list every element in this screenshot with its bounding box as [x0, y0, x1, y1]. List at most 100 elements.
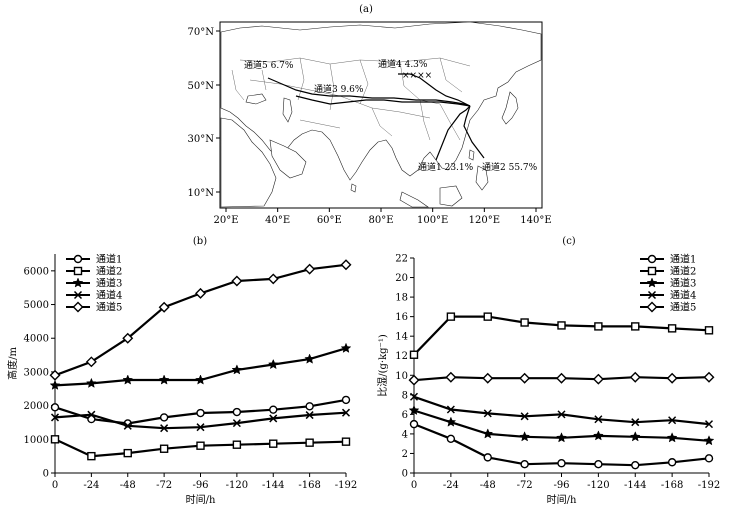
data-point-circle: [667, 458, 677, 467]
y-tick-label: 14: [395, 332, 408, 343]
data-point-circle: [50, 403, 60, 412]
y-tick-label: 5000: [24, 300, 49, 311]
sumatra-island: [399, 191, 429, 208]
map-lat-tick-label: 50°N: [188, 81, 215, 92]
y-axis-title: 高度/m: [6, 347, 19, 380]
data-point-star: [519, 431, 531, 442]
data-point-x: [409, 392, 419, 401]
data-point-diamond: [666, 372, 678, 384]
map-coastlines: [220, 21, 542, 208]
y-tick-label: 20: [395, 273, 408, 284]
chart-c-specific-humidity: 0 -24 -48 -72 -96 -120 -144 -168 -192 0 2 4 6 8 10 12 14…: [377, 253, 720, 507]
data-point-diamond: [49, 369, 61, 381]
legend-label: 通道3: [670, 277, 696, 290]
data-point-square: [159, 444, 169, 453]
data-point-square: [483, 312, 492, 321]
data-point-square: [647, 266, 657, 276]
data-point-diamond: [158, 301, 170, 313]
data-point-star: [72, 277, 84, 288]
data-point-square: [520, 318, 529, 327]
country-borders: [231, 57, 471, 141]
x-tick-label: -24: [83, 480, 99, 491]
y-tick-label: 12: [395, 351, 408, 362]
y-tick-label: 1000: [24, 435, 49, 446]
series-3: [49, 342, 352, 390]
y-tick-label: 4: [402, 429, 408, 440]
x-tick-label: -192: [335, 480, 357, 491]
map-lon-tick-label: 60°E: [317, 215, 342, 226]
x-tick-label: -72: [517, 480, 533, 491]
data-point-x: [446, 405, 455, 414]
trajectory-channel-2: [463, 105, 485, 159]
data-point-x: [557, 410, 566, 419]
y-tick-label: 6: [402, 410, 408, 421]
data-point-star: [556, 432, 567, 443]
data-point-circle: [704, 454, 714, 463]
x-axis-title: 时间/h: [547, 493, 577, 506]
data-point-square: [594, 322, 603, 331]
legend-label: 通道5: [96, 301, 122, 314]
data-point-x: [704, 420, 714, 429]
data-point-diamond: [519, 372, 531, 384]
y-axis-title: 比湿/(g·kg⁻¹): [377, 334, 389, 397]
series-4: [409, 392, 714, 429]
trajectory-channel-3: [295, 95, 471, 107]
series-2: [50, 435, 351, 461]
x-tick-label: 0: [52, 480, 58, 491]
data-point-x: [341, 408, 351, 417]
panel-c-label: (c): [562, 236, 576, 247]
data-point-diamond: [703, 371, 715, 383]
data-point-x: [631, 418, 640, 427]
map-lon-tick-label: 120°E: [469, 215, 500, 226]
series-3: [408, 404, 715, 446]
chart-b-height: 0 -24 -48 -72 -96 -120 -144 -168 -192 0 1000 2000 30…: [6, 253, 357, 507]
data-point-star: [304, 353, 316, 364]
y-tick-label: 8: [402, 390, 408, 401]
data-point-square: [631, 322, 640, 331]
map-lon-tick-label: 40°E: [265, 215, 290, 226]
y-tick-label: 6000: [24, 266, 49, 277]
map-lat-tick-label: 30°N: [188, 134, 215, 145]
data-point-x: [73, 290, 83, 300]
legend-label: 通道2: [670, 265, 696, 278]
map-lon-tick-label: 140°E: [520, 215, 551, 226]
trajectory-lines: [267, 73, 485, 161]
data-point-x: [668, 416, 677, 425]
map-longitude-ticks: 20°E 40°E 60°E 80°E 100°E 120°E 140°E: [213, 208, 552, 226]
map-lon-tick-label: 20°E: [213, 215, 238, 226]
data-point-star: [85, 377, 97, 388]
data-point-x: [520, 412, 529, 421]
data-point-diamond: [267, 273, 279, 285]
data-point-circle: [232, 407, 242, 417]
y-tick-label: 0: [43, 469, 49, 480]
black-sea: [245, 93, 267, 105]
series-5: [408, 371, 715, 386]
panel-b-label: (b): [193, 236, 207, 247]
data-point-circle: [446, 434, 456, 443]
data-point-diamond: [482, 372, 494, 384]
data-point-circle: [269, 405, 278, 414]
data-point-circle: [557, 459, 566, 468]
y-tick-label: 18: [395, 293, 408, 304]
data-point-circle: [73, 254, 83, 264]
x-axis-title: 时间/h: [186, 493, 216, 506]
x-tick-label: -168: [661, 480, 683, 491]
trajectory-markers: ××××: [402, 71, 432, 81]
x-tick-label: 0: [411, 480, 417, 491]
data-point-x: [196, 423, 205, 432]
data-point-diamond: [646, 301, 658, 313]
data-point-star: [445, 416, 457, 427]
data-point-circle: [409, 419, 419, 429]
data-point-star: [195, 374, 206, 385]
series-1: [409, 419, 714, 470]
data-point-x: [160, 424, 169, 433]
data-point-star: [122, 374, 134, 385]
data-point-star: [703, 435, 715, 446]
eurasia-landmass: [220, 21, 542, 181]
data-point-diamond: [556, 372, 567, 384]
legend-label: 通道5: [670, 301, 696, 314]
series-5: [49, 259, 352, 381]
taiwan-island: [468, 149, 475, 161]
data-point-x: [594, 415, 603, 424]
